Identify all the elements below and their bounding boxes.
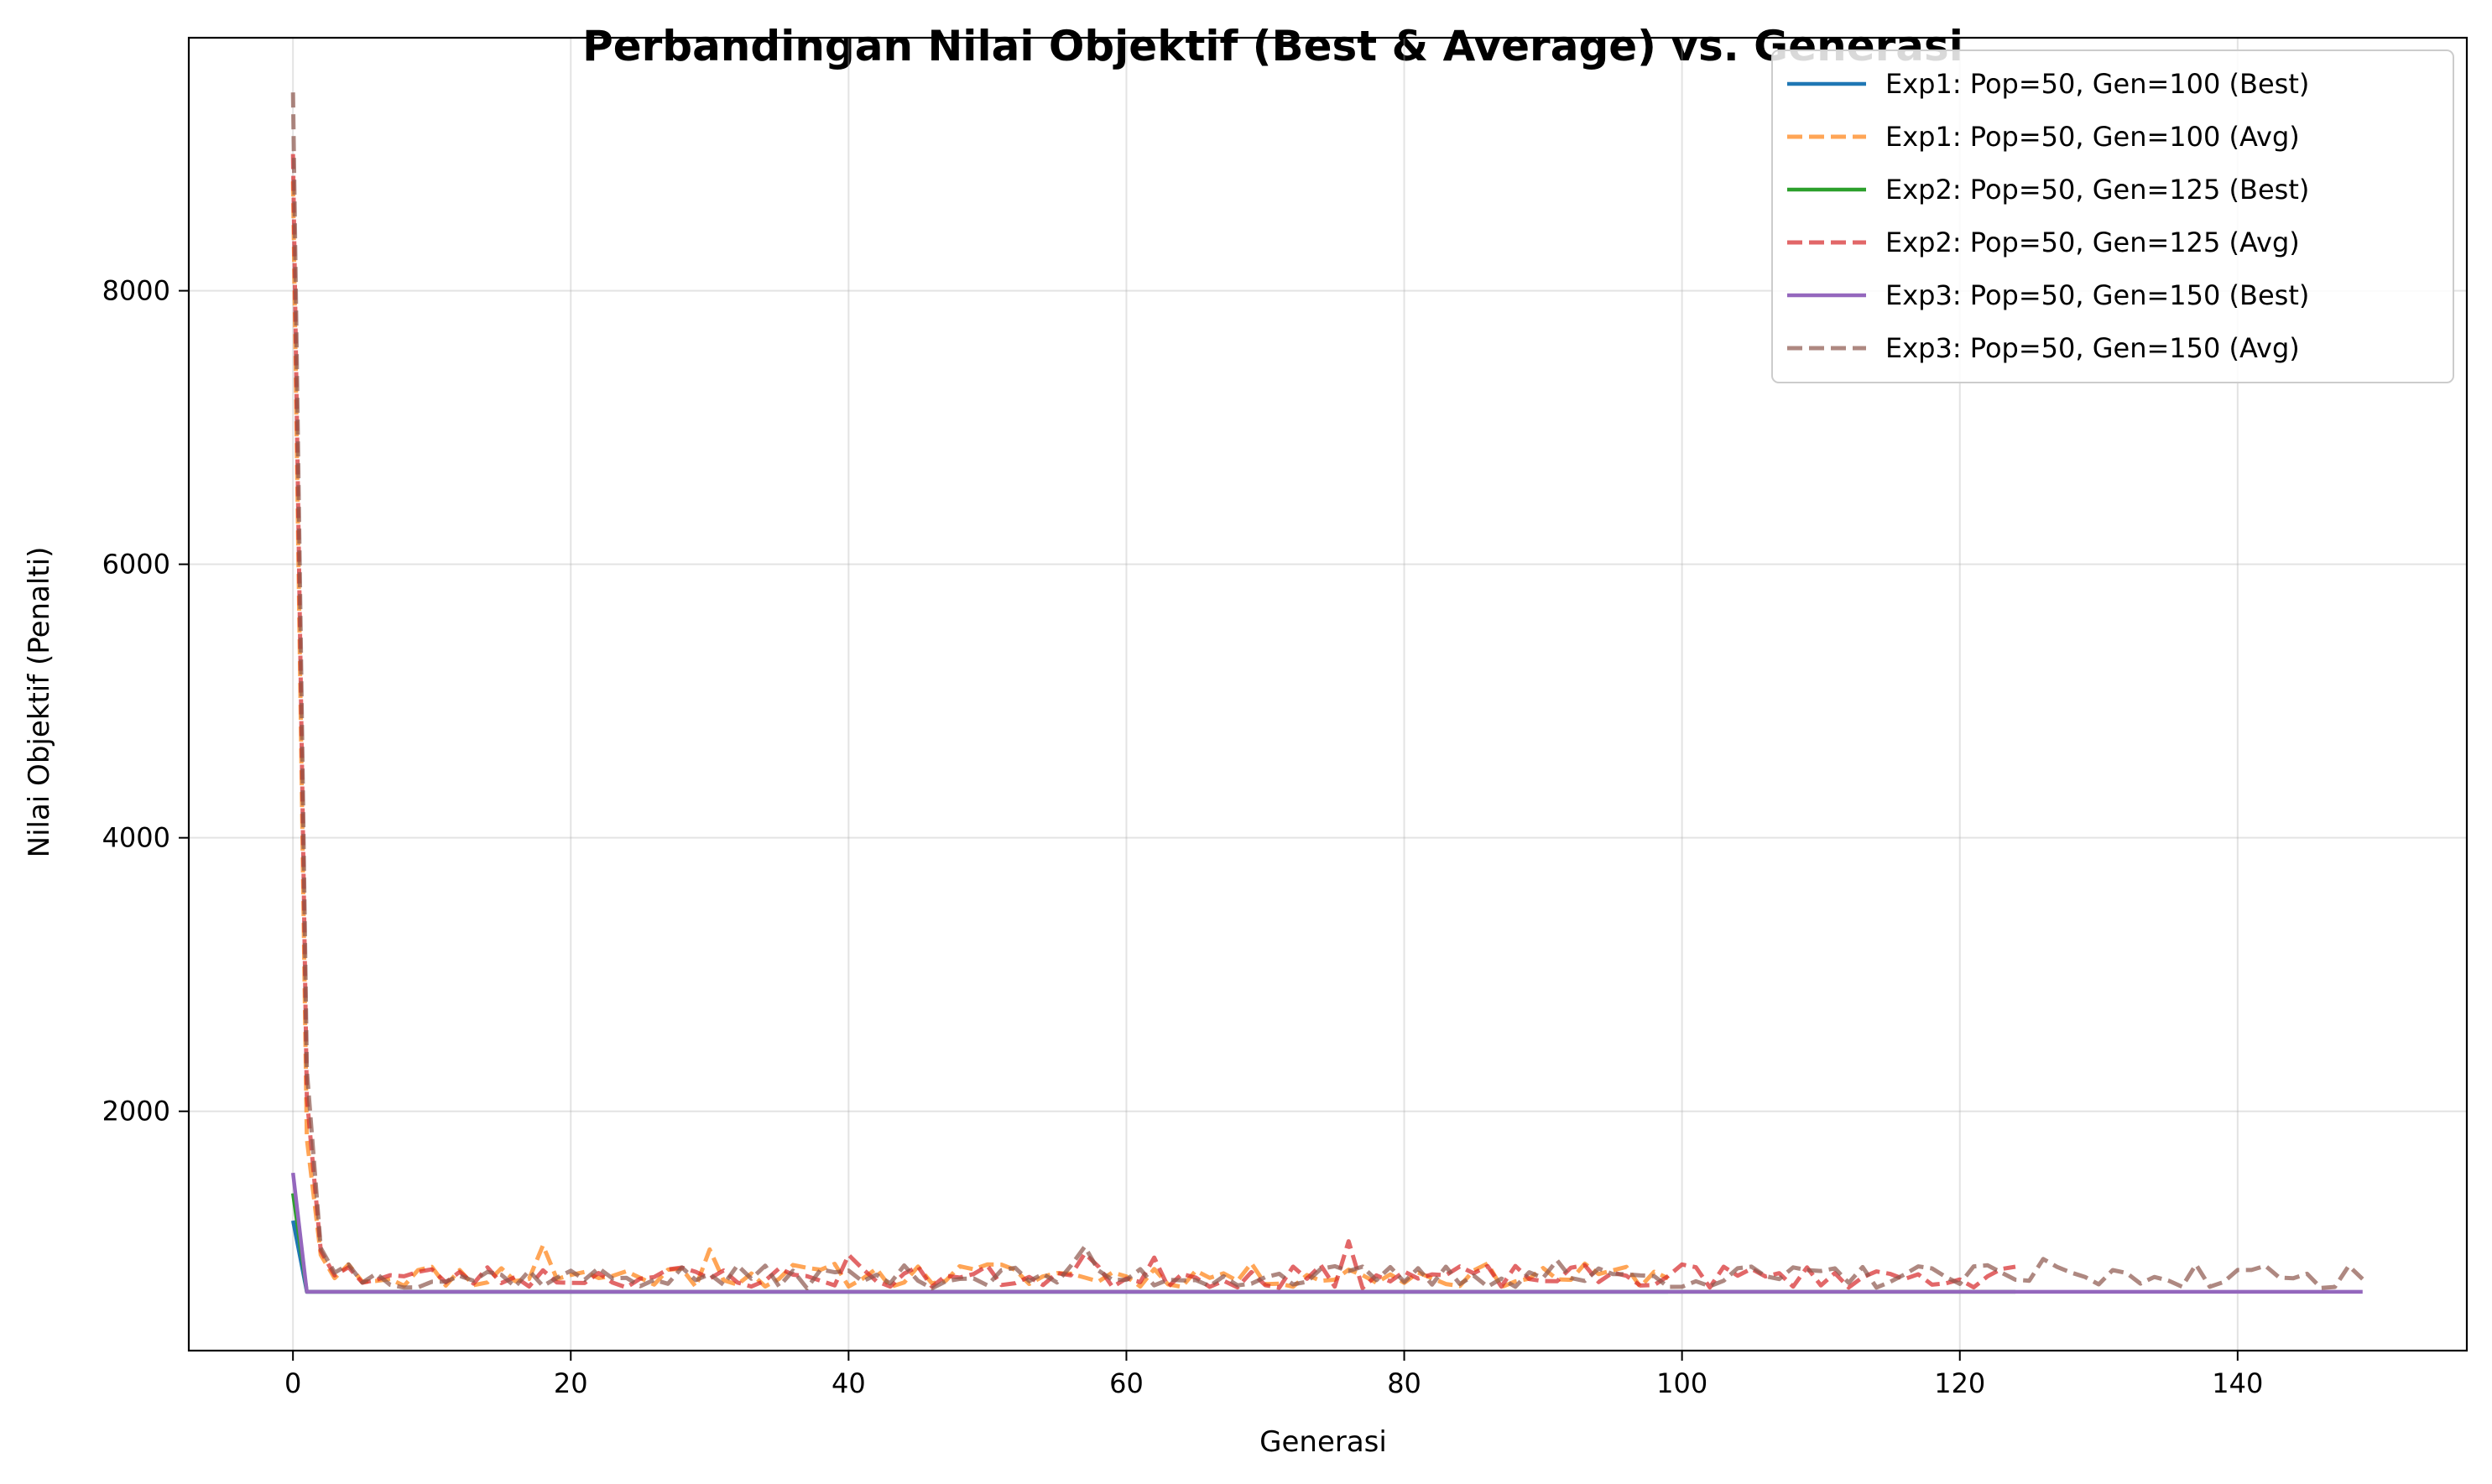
series-line-4 [290,154,2016,1290]
x-tick-label: 20 [554,1367,588,1399]
series-line-5 [290,1172,2363,1294]
y-tick-label: 2000 [102,1096,170,1127]
series-layer [290,92,2364,1294]
plot-frame [187,36,2469,1352]
y-tick-label: 6000 [102,549,170,581]
ticks-layer: 0 20 40 60 80 100 120 140 2000 4000 6000 8000 [102,275,2264,1399]
x-tick-label: 0 [284,1367,301,1399]
x-tick-label: 60 [1109,1367,1144,1399]
y-tick-label: 8000 [102,275,170,307]
legend-label: Exp3: Pop=50, Gen=150 (Best) [1885,279,2309,311]
legend-label: Exp2: Pop=50, Gen=125 (Avg) [1885,227,2300,258]
y-tick-label: 4000 [102,822,170,854]
x-tick-label: 140 [2212,1367,2263,1399]
y-axis-label: Nilai Objektif (Penalti) [23,547,56,858]
legend-label: Exp1: Pop=50, Gen=100 (Best) [1885,68,2309,100]
x-tick-label: 80 [1387,1367,1421,1399]
chart-title: Perbandingan Nilai Objektif (Best & Aver… [582,22,1963,70]
series-line-6 [290,92,2364,1291]
x-tick-label: 100 [1656,1367,1707,1399]
legend-box [1771,49,2454,383]
legend: Exp1: Pop=50, Gen=100 (Best) Exp1: Pop=50… [1771,49,2454,383]
legend-label: Exp3: Pop=50, Gen=150 (Avg) [1885,332,2300,364]
x-tick-label: 120 [1934,1367,1985,1399]
x-tick-label: 40 [832,1367,866,1399]
series-line-2 [290,181,1670,1289]
x-axis-label: Generasi [1259,1425,1387,1459]
legend-label: Exp2: Pop=50, Gen=125 (Best) [1885,174,2309,206]
legend-label: Exp1: Pop=50, Gen=100 (Avg) [1885,121,2300,153]
